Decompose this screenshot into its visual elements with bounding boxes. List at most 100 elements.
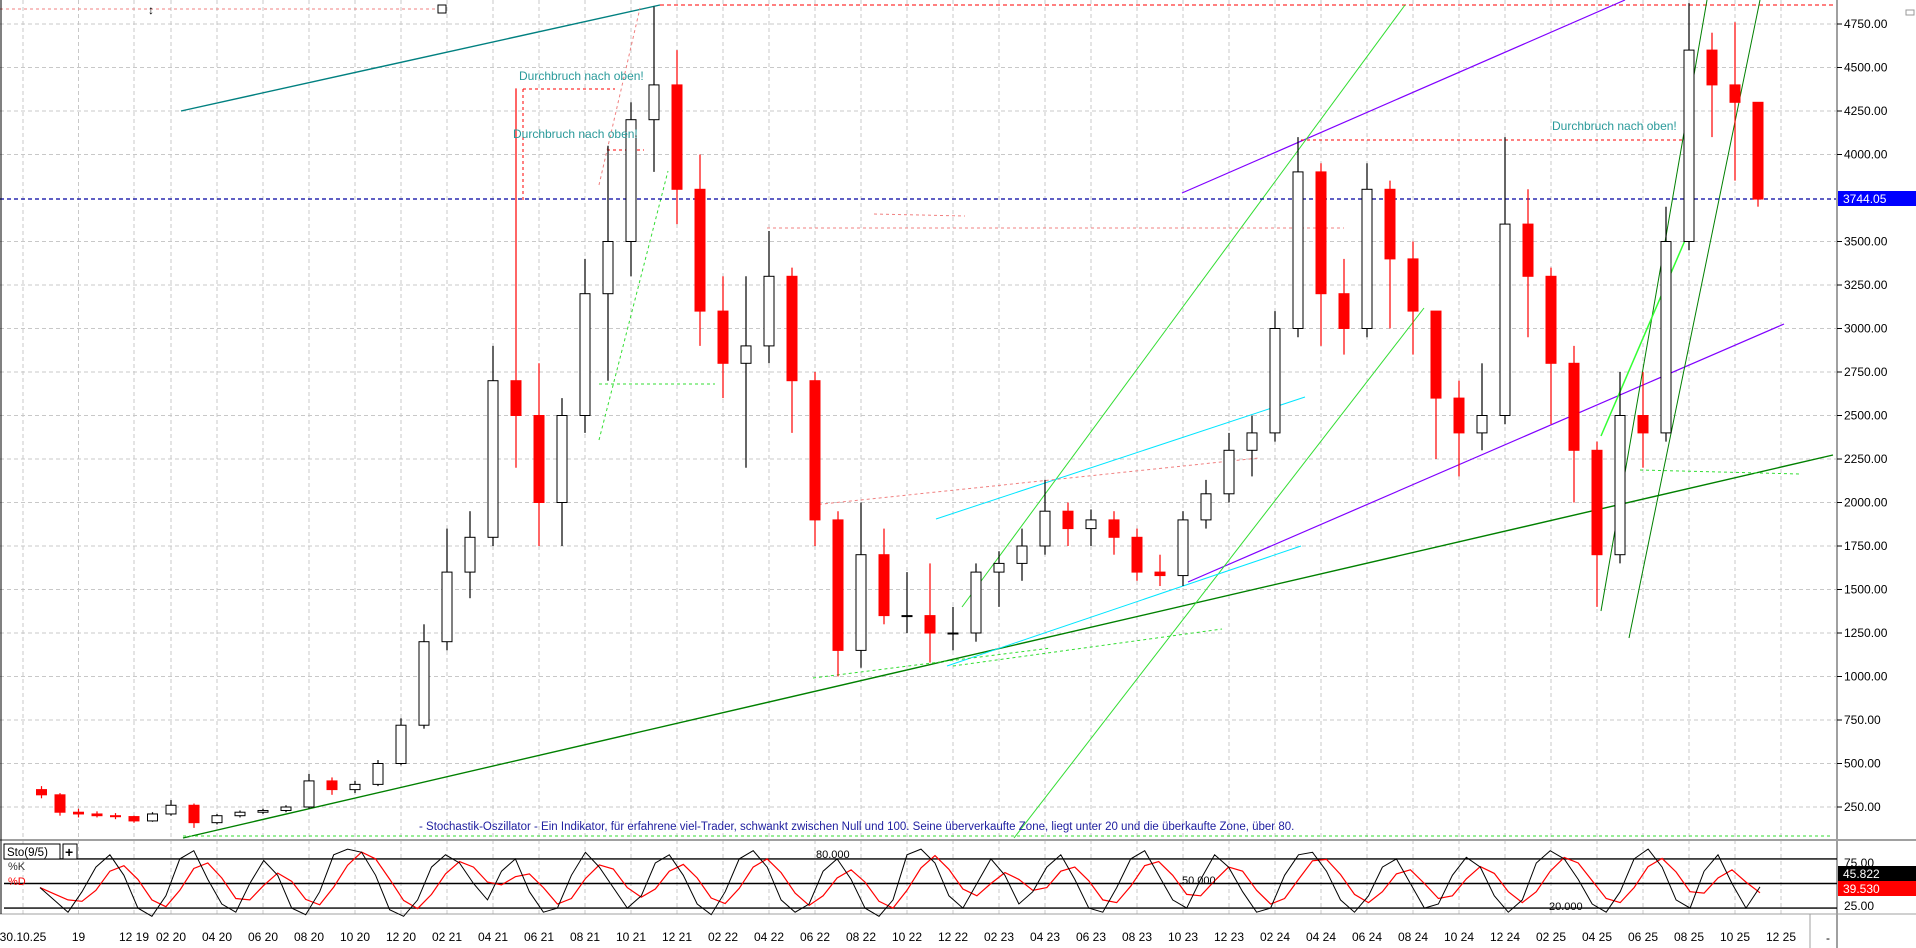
- time-axis[interactable]: 30.10.25 19 12 19 02 20 04 20 06 20 08 20 10 20…: [0, 930, 1796, 944]
- purple-channel-upper[interactable]: [1181, 0, 1626, 194]
- trendline-cyan-2[interactable]: [946, 545, 1302, 667]
- candle: [1476, 363, 1488, 451]
- candle-body: [1039, 510, 1051, 547]
- candle: [487, 345, 499, 546]
- x-tick-label: 02 21: [432, 930, 462, 944]
- candle-body: [763, 275, 775, 347]
- x-tick-label: 02 25: [1536, 930, 1566, 944]
- candle-body: [510, 380, 522, 417]
- candle: [1568, 345, 1580, 503]
- candle: [809, 372, 821, 546]
- x-tick-label: 30.10.25: [0, 930, 47, 944]
- candle: [1361, 163, 1373, 338]
- y-tick-label: 1500.00: [1844, 583, 1888, 597]
- trendline-green-steep-3[interactable]: [1600, 237, 1687, 437]
- candle: [556, 398, 568, 546]
- annotation-breakout-2[interactable]: Durchbruch nach oben!: [513, 127, 638, 141]
- x-tick-label: 04 20: [202, 930, 232, 944]
- candle-body: [1614, 415, 1626, 556]
- price-axis[interactable]: 4750.00 4500.00 4250.00 4000.00 3500.00 3250.…: [1837, 17, 1888, 814]
- x-tick-label: 08 21: [570, 930, 600, 944]
- d-value: 39.530: [1843, 882, 1880, 896]
- indicator-label-box[interactable]: [3, 843, 61, 860]
- candle-body: [786, 275, 798, 382]
- annotation-breakout-3[interactable]: Durchbruch nach oben!: [1552, 119, 1677, 133]
- candle-body: [110, 815, 121, 818]
- anchor-handle[interactable]: [437, 4, 447, 14]
- candle-body: [1591, 449, 1603, 556]
- y-tick-label: 3500.00: [1844, 235, 1888, 249]
- x-tick-label: 04 24: [1306, 930, 1336, 944]
- candle: [165, 800, 177, 816]
- x-tick-label: 06 22: [800, 930, 830, 944]
- stochastic-note[interactable]: - Stochastik-Oszillator - Ein Indikator,…: [419, 821, 1294, 833]
- candle-body: [349, 783, 361, 791]
- candle-body: [1752, 101, 1764, 200]
- x-tick-label: 06 24: [1352, 930, 1382, 944]
- drawings[interactable]: ↕: [0, 0, 1837, 839]
- dotted-line-red-4[interactable]: [812, 457, 1260, 506]
- collapse-button[interactable]: [1905, 9, 1915, 16]
- candle: [257, 808, 269, 814]
- y-tick-label: 3000.00: [1844, 322, 1888, 336]
- trendline-green-1[interactable]: [961, 4, 1406, 608]
- candle: [1591, 441, 1603, 607]
- candle-body: [1522, 223, 1534, 277]
- candle: [110, 813, 121, 820]
- candle: [1338, 258, 1350, 355]
- candle-body: [947, 632, 959, 635]
- y-tick-label: 2000.00: [1844, 496, 1888, 510]
- indicator-label[interactable]: Sto(9/5): [7, 847, 48, 859]
- candle-body: [1062, 510, 1074, 530]
- dotted-line-red-7[interactable]: [598, 7, 641, 186]
- candle-body: [832, 519, 844, 651]
- trendline-dark-green-long[interactable]: [182, 454, 1834, 839]
- dotted-line-green-1[interactable]: [598, 170, 669, 441]
- y-tick-label: 1750.00: [1844, 539, 1888, 553]
- trendline-teal[interactable]: [180, 4, 661, 112]
- trendline-cyan-1[interactable]: [935, 396, 1306, 520]
- candle-body: [1223, 449, 1235, 495]
- candle: [1246, 415, 1258, 477]
- candle: [648, 6, 660, 172]
- candle: [533, 363, 545, 546]
- candle: [1269, 311, 1281, 442]
- k-value-tag: [1838, 866, 1916, 881]
- candle-body: [1246, 432, 1258, 451]
- candle: [1177, 511, 1189, 587]
- x-tick-label: 04 23: [1030, 930, 1060, 944]
- candle-body: [1729, 84, 1741, 103]
- candle: [1039, 479, 1051, 555]
- xaxis-end-label: -: [1826, 931, 1830, 945]
- candle: [763, 231, 775, 364]
- trendline-green-steep-2[interactable]: [1628, 0, 1761, 639]
- candle: [303, 773, 315, 809]
- dotted-line-green-3[interactable]: [812, 647, 1052, 679]
- candle: [1085, 509, 1097, 546]
- dotted-line-green-5[interactable]: [1639, 469, 1801, 475]
- candle: [579, 258, 591, 433]
- candle-body: [809, 380, 821, 521]
- candle: [1637, 372, 1649, 468]
- candle: [671, 50, 683, 225]
- trendline-green-2[interactable]: [1013, 307, 1425, 839]
- x-tick-label: 10 22: [892, 930, 922, 944]
- candle: [372, 760, 384, 787]
- resize-arrow-icon[interactable]: ↕: [148, 3, 154, 17]
- x-tick-label: 10 21: [616, 930, 646, 944]
- annotation-breakout-1[interactable]: Durchbruch nach oben!: [519, 69, 644, 83]
- add-indicator-button[interactable]: [62, 843, 78, 860]
- k-value: 45.822: [1843, 867, 1880, 881]
- candle: [1154, 554, 1166, 587]
- candle-body: [464, 536, 476, 573]
- last-price-tag: [1838, 191, 1916, 206]
- x-tick-label: 02 22: [708, 930, 738, 944]
- candle-body: [372, 763, 384, 785]
- candle: [1315, 163, 1327, 346]
- level-label-20: 20.000: [1549, 901, 1583, 913]
- candle-body: [128, 816, 140, 822]
- candle-body: [1453, 397, 1465, 434]
- x-tick-label: 04 22: [754, 930, 784, 944]
- candle: [1407, 241, 1419, 355]
